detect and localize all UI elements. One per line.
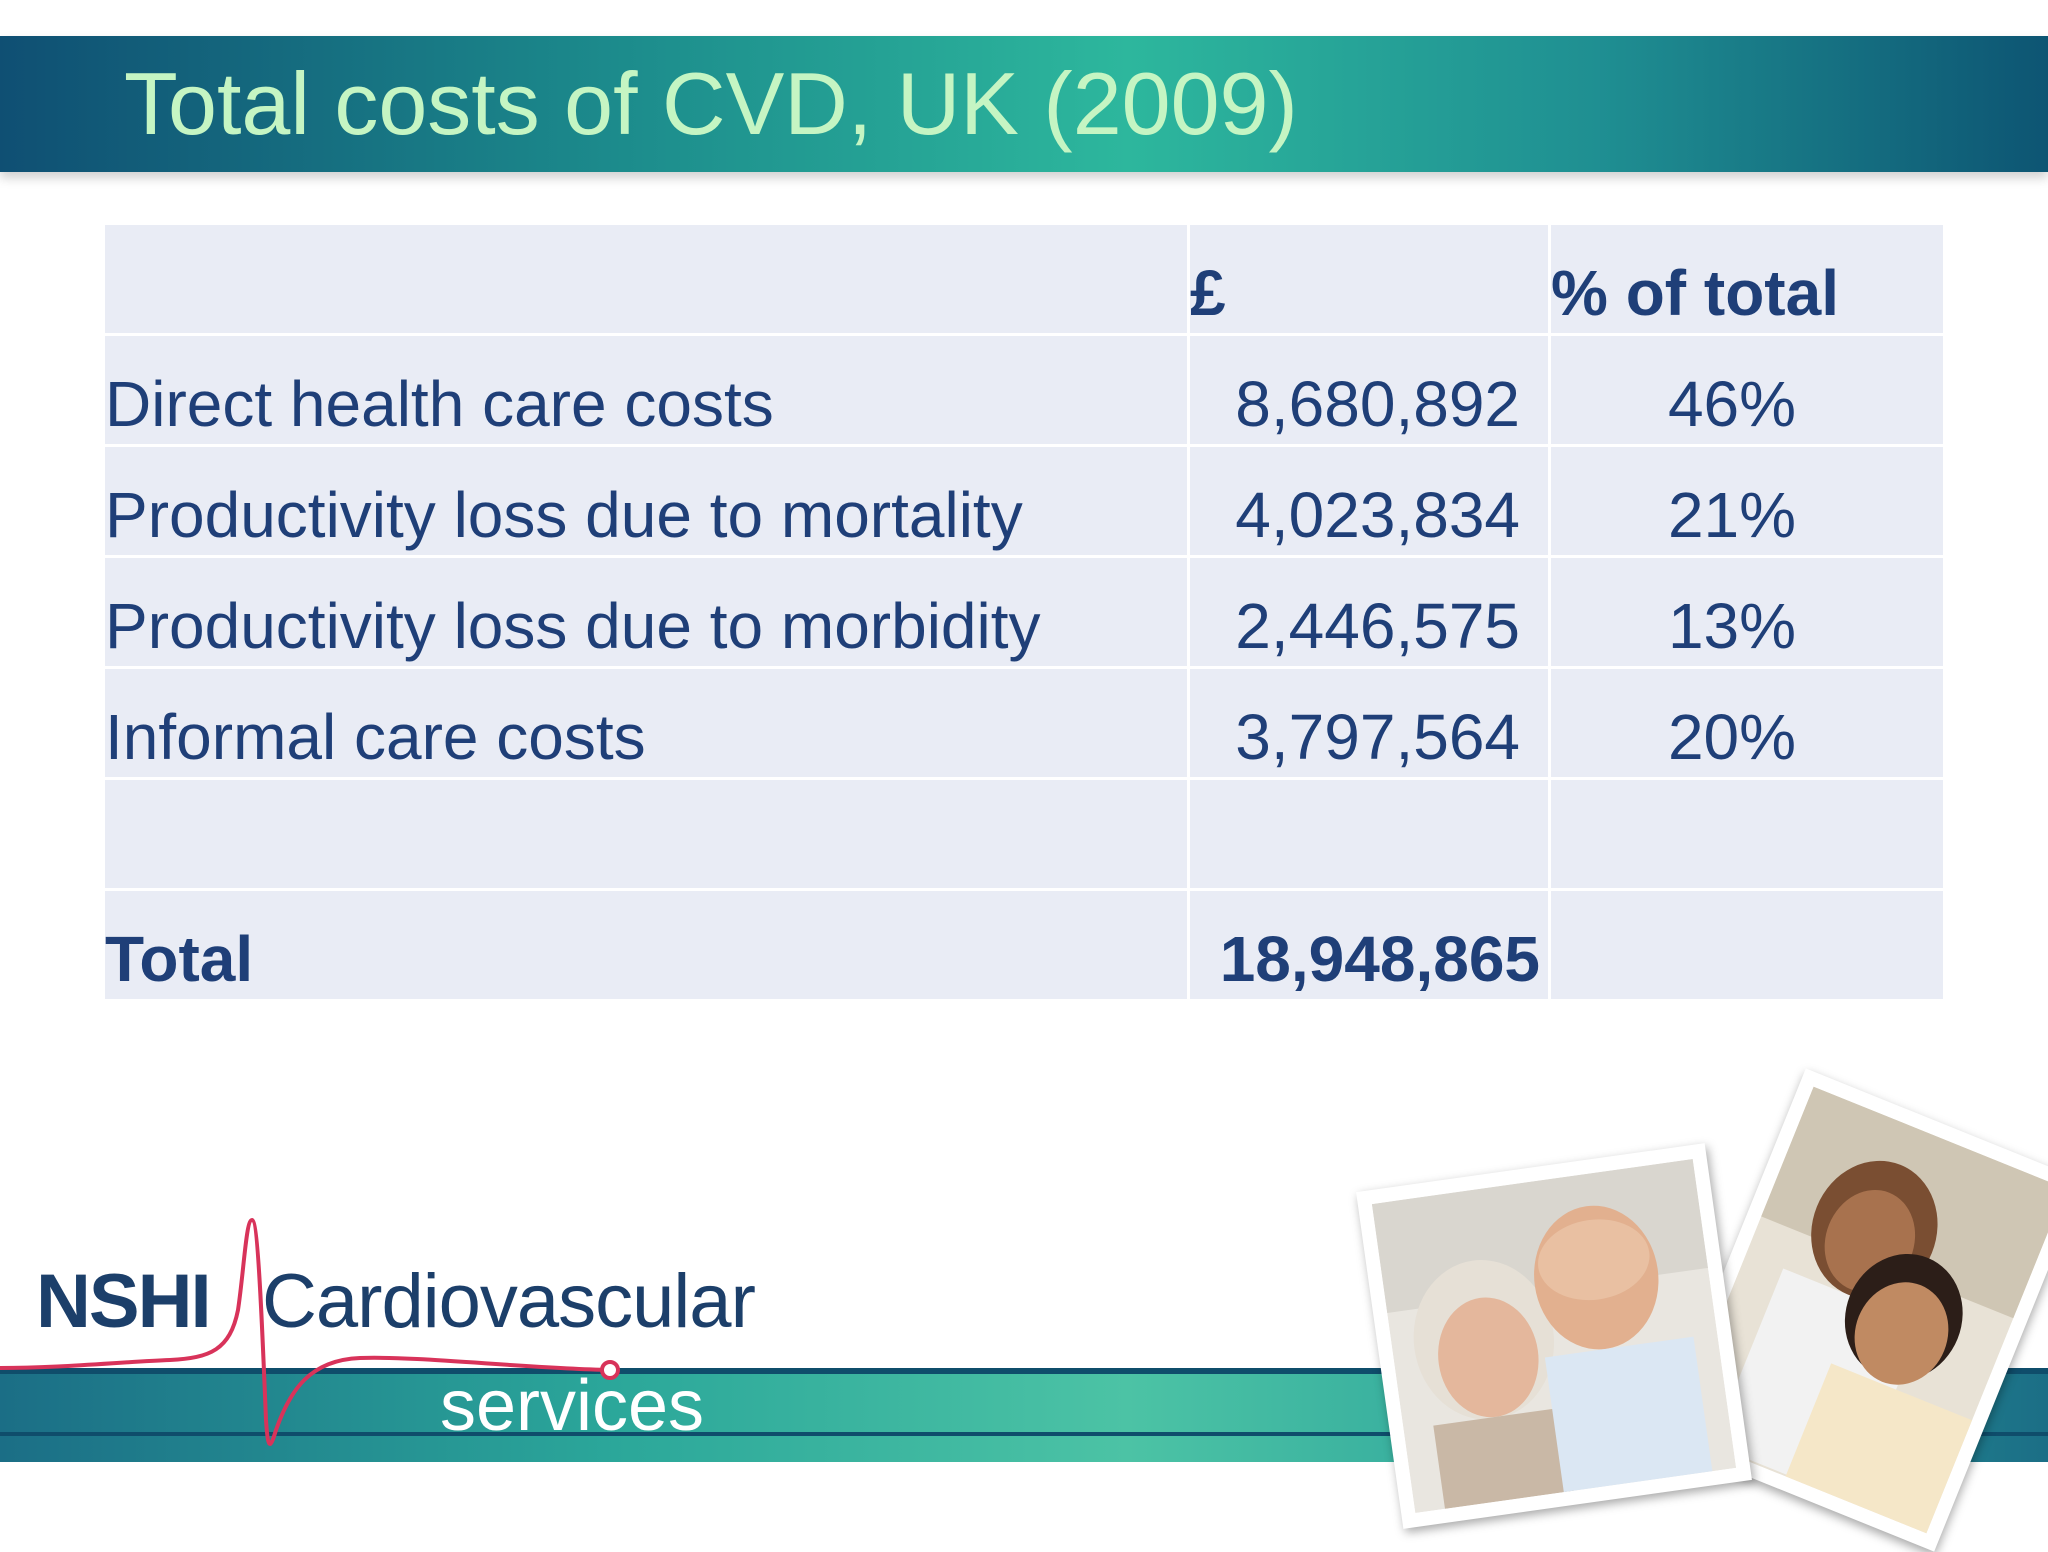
total-percent (1551, 891, 1943, 999)
row-label: Productivity loss due to morbidity (105, 558, 1187, 666)
header-cell-amount: £ (1190, 225, 1548, 333)
band-stripe-bottom (0, 1432, 2048, 1436)
row-percent: 13% (1551, 558, 1943, 666)
row-label: Direct health care costs (105, 336, 1187, 444)
row-amount: 3,797,564 (1190, 669, 1548, 777)
header-cell-label (105, 225, 1187, 333)
band-stripe-top (0, 1368, 2048, 1374)
header-cell-percent: % of total (1551, 225, 1943, 333)
row-percent (1551, 780, 1943, 888)
row-amount: 2,446,575 (1190, 558, 1548, 666)
row-percent: 46% (1551, 336, 1943, 444)
ecg-line-icon (0, 1217, 620, 1446)
older-couple-image (1371, 1158, 1737, 1514)
row-label: Productivity loss due to mortality (105, 447, 1187, 555)
logo-tagline: services (440, 1366, 705, 1446)
mother-and-son-photo (1656, 1068, 2048, 1552)
table-row: Informal care costs 3,797,564 20% (105, 669, 1943, 777)
title-band (0, 36, 2048, 172)
row-percent: 21% (1551, 447, 1943, 555)
slide-title: Total costs of CVD, UK (2009) (124, 54, 1298, 153)
row-percent: 20% (1551, 669, 1943, 777)
table-row: Productivity loss due to mortality 4,023… (105, 447, 1943, 555)
row-amount (1190, 780, 1548, 888)
row-amount: 4,023,834 (1190, 447, 1548, 555)
row-label (105, 780, 1187, 888)
logo-name: Cardiovascular (262, 1259, 756, 1344)
logo-brand: NSHI (36, 1259, 212, 1344)
table-total-row: Total 18,948,865 (105, 891, 1943, 999)
table-row: Direct health care costs 8,680,892 46% (105, 336, 1943, 444)
total-label: Total (105, 891, 1187, 999)
mother-and-son-image (1674, 1086, 2048, 1534)
total-amount: 18,948,865 (1190, 891, 1548, 999)
table-row: Productivity loss due to morbidity 2,446… (105, 558, 1943, 666)
row-amount: 8,680,892 (1190, 336, 1548, 444)
table-header-row: £ % of total (105, 225, 1943, 333)
row-label: Informal care costs (105, 669, 1187, 777)
cost-table: £ % of total Direct health care costs 8,… (102, 222, 1946, 1002)
older-couple-photo (1356, 1143, 1752, 1529)
table-row-empty (105, 780, 1943, 888)
